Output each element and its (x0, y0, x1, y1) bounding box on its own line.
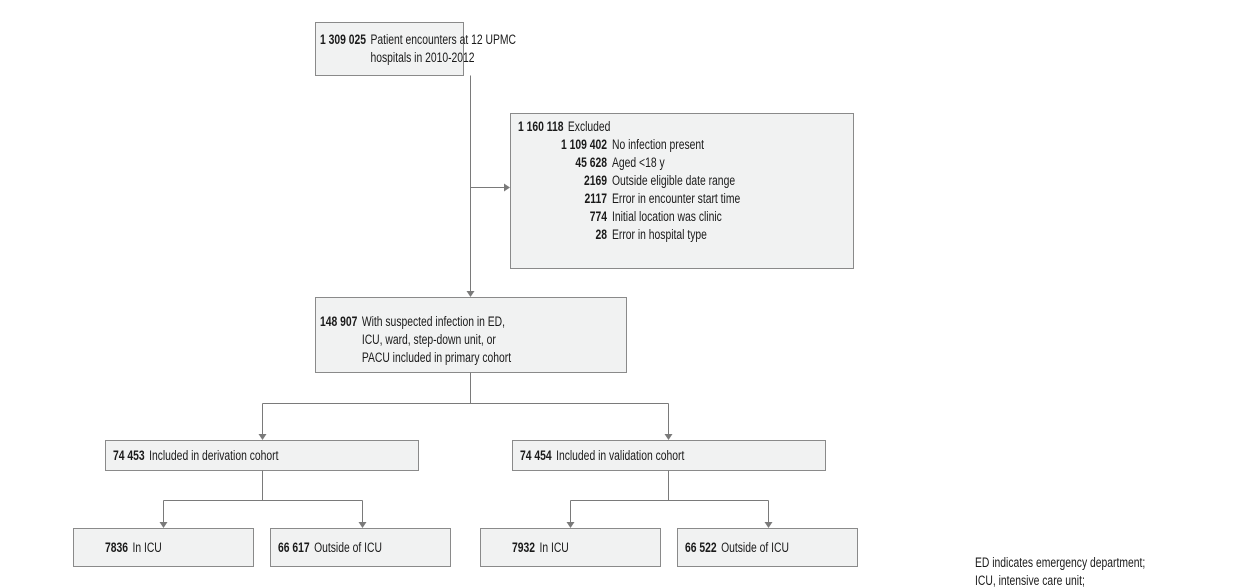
item: 2117 (585, 190, 608, 206)
label: PACU included in primary cohort (362, 349, 512, 365)
node-text: 74 454 Included in validation cohort (520, 447, 685, 463)
item: No infection present (612, 136, 704, 152)
item: 1 109 402 (561, 136, 607, 152)
item-label: Initial location was clinic (612, 208, 722, 224)
label: Included in validation cohort (556, 447, 685, 463)
item-count: 45 628 (575, 154, 607, 170)
item-label: Aged <18 y (612, 154, 665, 170)
item-count: 28 (595, 226, 607, 242)
connectors (73, 22, 858, 567)
count: 74 453 (113, 447, 145, 463)
node-text: 1 160 118 Excluded (518, 118, 611, 134)
count: 74 454 (520, 447, 552, 463)
box (510, 113, 854, 269)
item: 45 628 (575, 154, 607, 170)
label: hospitals in 2010-2012 (370, 49, 474, 65)
box (315, 22, 464, 76)
item-count: 2117 (585, 190, 608, 206)
count: 7932 (512, 539, 535, 555)
node-text: 74 453 Included in derivation cohort (113, 447, 279, 463)
box (315, 297, 627, 373)
item-label: No infection present (612, 136, 704, 152)
node-text: 1 309 025 Patient encounters at 12 UPMC ho… (320, 31, 516, 65)
label: Outside of ICU (314, 539, 382, 555)
connector-lines (163, 75, 769, 522)
item-count: 1 109 402 (561, 136, 607, 152)
item: Aged <18 y (612, 154, 665, 170)
count: 66 617 (278, 539, 310, 555)
footnote: ICU, intensive care unit; (975, 572, 1085, 588)
node-text: 148 907 With suspected infection in ED, IC… (320, 313, 512, 365)
item: Error in hospital type (612, 226, 707, 242)
item: 774 (590, 208, 607, 224)
item: Initial location was clinic (612, 208, 722, 224)
box (270, 528, 451, 567)
node-text: 66 522 Outside of ICU (685, 539, 789, 555)
label: In ICU (539, 539, 568, 555)
count: 66 522 (685, 539, 717, 555)
box (73, 528, 254, 567)
item: 28 (595, 226, 607, 242)
label: Outside of ICU (721, 539, 789, 555)
item-count: 2169 (584, 172, 607, 188)
box (677, 528, 858, 567)
box (480, 528, 661, 567)
item: Outside eligible date range (612, 172, 735, 188)
label: ICU, ward, step-down unit, or (362, 331, 496, 347)
footnote-line: ED indicates emergency department; (975, 554, 1145, 570)
label: With suspected infection in ED, (362, 313, 505, 329)
node-text: 7836 In ICU (105, 539, 162, 555)
label: Included in derivation cohort (149, 447, 279, 463)
count: 7836 (105, 539, 128, 555)
footnote-line: ICU, intensive care unit; (975, 572, 1085, 588)
footnote: ED indicates emergency department; (975, 554, 1145, 570)
node-text: 7932 In ICU (512, 539, 569, 555)
item-count: 774 (590, 208, 607, 224)
item: Error in encounter start time (612, 190, 740, 206)
item: 2169 (584, 172, 607, 188)
count: 1 309 025 (320, 31, 366, 47)
item-label: Error in hospital type (612, 226, 707, 242)
count: 1 160 118 (518, 118, 564, 134)
label: Patient encounters at 12 UPMC (370, 31, 516, 47)
count: 148 907 (320, 313, 358, 329)
label: In ICU (132, 539, 161, 555)
item-label: Error in encounter start time (612, 190, 740, 206)
box (105, 440, 419, 471)
node-text: 66 617 Outside of ICU (278, 539, 382, 555)
item-label: Outside eligible date range (612, 172, 735, 188)
label: Excluded (568, 118, 611, 134)
